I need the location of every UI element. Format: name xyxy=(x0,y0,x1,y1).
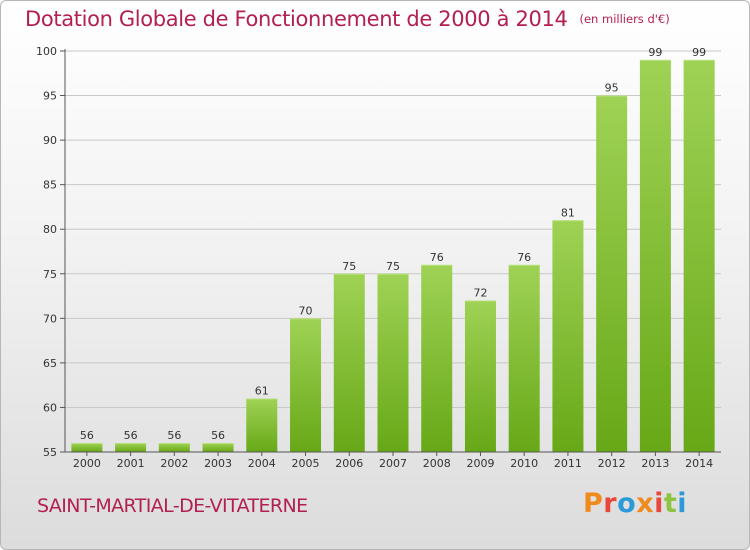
data-label-2013: 99 xyxy=(648,46,662,59)
x-tick-label-2001: 2001 xyxy=(117,457,145,470)
logo-letter: P xyxy=(583,488,604,519)
data-label-2009: 72 xyxy=(473,287,487,300)
chart-title-text: Dotation Globale de Fonctionnement de 20… xyxy=(25,7,568,31)
x-tick-label-2007: 2007 xyxy=(379,457,407,470)
x-tick-label-2013: 2013 xyxy=(641,457,669,470)
bar-2009 xyxy=(464,300,496,452)
x-tick-label-2012: 2012 xyxy=(598,457,626,470)
chart-unit: (en milliers d'€) xyxy=(579,12,670,26)
x-tick-label-2000: 2000 xyxy=(73,457,101,470)
y-tick-label: 65 xyxy=(43,357,57,370)
bar-2005 xyxy=(290,318,322,452)
bar-2014 xyxy=(683,59,715,453)
bar-2012 xyxy=(596,95,628,453)
logo-letter: o xyxy=(617,488,637,519)
bar-2003 xyxy=(202,443,234,452)
bar-2004 xyxy=(246,398,278,452)
proxiti-logo: Proxiti xyxy=(583,488,687,519)
logo-letter: x xyxy=(636,488,655,519)
y-tick-label: 90 xyxy=(43,134,57,147)
data-label-2012: 95 xyxy=(605,82,619,95)
bar-2000 xyxy=(71,443,103,452)
bar-2001 xyxy=(115,443,147,452)
data-label-2005: 70 xyxy=(299,304,313,317)
logo-letter: i xyxy=(677,488,688,519)
x-tick-label-2010: 2010 xyxy=(510,457,538,470)
bars xyxy=(71,59,715,453)
x-tick-label-2003: 2003 xyxy=(204,457,232,470)
data-label-2007: 75 xyxy=(386,260,400,273)
x-tick-label-2014: 2014 xyxy=(685,457,713,470)
y-tick-label: 75 xyxy=(43,268,57,281)
bar-2011 xyxy=(552,220,584,452)
axes: 55 60 65 70 75 80 85 90 95 100 2000 2001 2002 2003 200… xyxy=(36,45,721,470)
logo-letter: i xyxy=(654,488,664,519)
bar-2013 xyxy=(639,59,671,453)
y-tick-label: 80 xyxy=(43,223,57,236)
y-tick-label: 55 xyxy=(43,446,57,459)
logo-letter: r xyxy=(603,488,618,519)
data-label-2003: 56 xyxy=(211,429,225,442)
bar-2006 xyxy=(333,273,365,452)
data-label-2008: 76 xyxy=(430,251,444,264)
x-tick-label-2005: 2005 xyxy=(292,457,320,470)
commune-name: SAINT-MARTIAL-DE-VITATERNE xyxy=(37,495,308,517)
data-label-2001: 56 xyxy=(124,429,138,442)
y-tick-label: 70 xyxy=(43,312,57,325)
data-label-2000: 56 xyxy=(80,429,94,442)
x-tick-label-2011: 2011 xyxy=(554,457,582,470)
data-label-2014: 99 xyxy=(692,46,706,59)
y-tick-label: 60 xyxy=(43,401,57,414)
bar-2008 xyxy=(421,264,453,452)
bar-2002 xyxy=(158,443,190,452)
data-label-2006: 75 xyxy=(342,260,356,273)
x-tick-label-2009: 2009 xyxy=(466,457,494,470)
x-tick-label-2006: 2006 xyxy=(335,457,363,470)
data-label-2002: 56 xyxy=(167,429,181,442)
bar-2007 xyxy=(377,273,409,452)
y-tick-label: 95 xyxy=(43,90,57,103)
logo-letter: t xyxy=(663,488,678,519)
y-tick-label: 85 xyxy=(43,179,57,192)
data-label-2004: 61 xyxy=(255,385,269,398)
data-label-2011: 81 xyxy=(561,206,575,219)
x-tick-label-2002: 2002 xyxy=(160,457,188,470)
data-label-2010: 76 xyxy=(517,251,531,264)
labels: 56 56 56 56 61 70 75 75 76 72 76 81 95 99 99 xyxy=(80,46,706,442)
x-tick-label-2004: 2004 xyxy=(248,457,276,470)
bar-2010 xyxy=(508,264,540,452)
chart-title: Dotation Globale de Fonctionnement de 20… xyxy=(25,7,670,31)
x-tick-label-2008: 2008 xyxy=(423,457,451,470)
y-tick-label: 100 xyxy=(36,45,57,58)
